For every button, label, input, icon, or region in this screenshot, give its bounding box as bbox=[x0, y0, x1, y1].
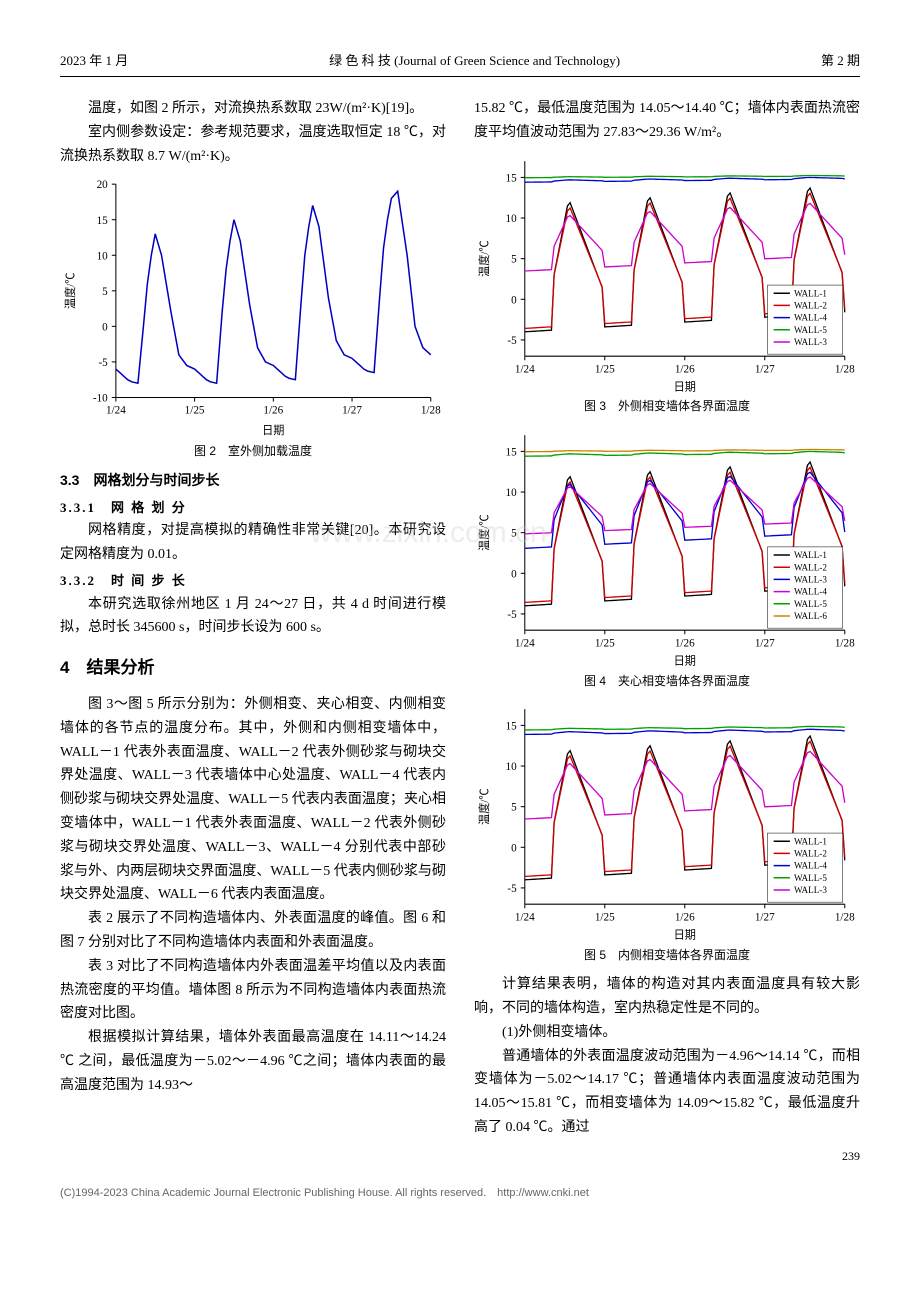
svg-text:WALL-1: WALL-1 bbox=[794, 836, 827, 846]
svg-text:WALL-3: WALL-3 bbox=[794, 885, 827, 895]
svg-text:10: 10 bbox=[97, 251, 109, 263]
svg-text:1/28: 1/28 bbox=[835, 637, 855, 649]
svg-text:温度/℃: 温度/℃ bbox=[477, 788, 491, 825]
para-results-3: 表 3 对比了不同构造墙体内外表面温差平均值以及内表面热流密度的平均值。墙体图 … bbox=[60, 955, 446, 1026]
svg-text:日期: 日期 bbox=[262, 425, 284, 438]
svg-text:20: 20 bbox=[97, 180, 109, 192]
header-date: 2023 年 1 月 bbox=[60, 50, 128, 72]
svg-text:5: 5 bbox=[511, 253, 517, 265]
svg-text:10: 10 bbox=[506, 761, 518, 773]
svg-text:1/24: 1/24 bbox=[515, 637, 535, 649]
svg-text:日期: 日期 bbox=[674, 380, 696, 393]
svg-text:1/26: 1/26 bbox=[675, 911, 695, 923]
svg-text:1/26: 1/26 bbox=[263, 405, 283, 417]
svg-text:WALL-3: WALL-3 bbox=[794, 574, 827, 584]
svg-text:温度/℃: 温度/℃ bbox=[63, 273, 77, 310]
svg-text:15: 15 bbox=[97, 215, 109, 227]
svg-text:15: 15 bbox=[506, 446, 518, 458]
figure-2-caption: 图 2 室外侧加载温度 bbox=[60, 441, 446, 461]
svg-text:0: 0 bbox=[511, 568, 517, 580]
svg-text:1/26: 1/26 bbox=[675, 637, 695, 649]
header-journal: 绿 色 科 技 (Journal of Green Science and Te… bbox=[329, 50, 620, 72]
para-indoor-setting: 室内侧参数设定：参考规范要求，温度选取恒定 18 ℃，对流换热系数取 8.7 W… bbox=[60, 121, 446, 169]
para-results-1: 图 3～图 5 所示分别为：外侧相变、夹心相变、内侧相变墙体的各节点的温度分布。… bbox=[60, 693, 446, 907]
svg-text:15: 15 bbox=[506, 172, 518, 184]
svg-text:10: 10 bbox=[506, 213, 518, 225]
svg-text:1/25: 1/25 bbox=[595, 637, 615, 649]
right-column: 15.82 ℃，最低温度范围为 14.05～14.40 ℃；墙体内表面热流密度平… bbox=[474, 97, 860, 1140]
left-column: 温度，如图 2 所示，对流换热系数取 23W/(m²·K)[19]。 室内侧参数… bbox=[60, 97, 446, 1140]
svg-text:1/24: 1/24 bbox=[515, 911, 535, 923]
section-3-3: 3.3 网格划分与时间步长 bbox=[60, 469, 446, 493]
page-number: 239 bbox=[60, 1146, 860, 1166]
svg-text:WALL-2: WALL-2 bbox=[794, 562, 827, 572]
svg-text:日期: 日期 bbox=[674, 655, 696, 668]
header-issue: 第 2 期 bbox=[821, 50, 860, 72]
figure-2-chart: 1/24 1/25 1/26 1/27 1/28 -10 -5 0 5 10 15 20 日期 温度/℃ bbox=[60, 174, 446, 438]
figure-5-chart: 1/24 1/25 1/26 1/27 1/28 -5 0 5 10 15 日期 温度/℃ WALL-1… bbox=[474, 699, 860, 943]
section-3-3-2: 3.3.2 时 间 步 长 bbox=[60, 570, 446, 592]
figure-3-chart: 1/24 1/25 1/26 1/27 1/28 -5 0 5 10 15 日期 温度/℃ WALL-1… bbox=[474, 151, 860, 395]
figure-3-caption: 图 3 外侧相变墙体各界面温度 bbox=[474, 396, 860, 416]
svg-text:0: 0 bbox=[511, 842, 517, 854]
para-results-4: 根据模拟计算结果，墙体外表面最高温度在 14.11～14.24 ℃ 之间，最低温… bbox=[60, 1026, 446, 1097]
svg-text:WALL-5: WALL-5 bbox=[794, 873, 827, 883]
svg-text:WALL-2: WALL-2 bbox=[794, 848, 827, 858]
svg-text:1/25: 1/25 bbox=[595, 911, 615, 923]
svg-text:日期: 日期 bbox=[674, 929, 696, 942]
svg-text:-5: -5 bbox=[507, 609, 517, 621]
svg-text:WALL-2: WALL-2 bbox=[794, 300, 827, 310]
svg-text:WALL-5: WALL-5 bbox=[794, 325, 827, 335]
svg-text:1/28: 1/28 bbox=[835, 363, 855, 375]
svg-text:1/27: 1/27 bbox=[755, 637, 775, 649]
svg-text:5: 5 bbox=[102, 286, 108, 298]
svg-text:0: 0 bbox=[511, 294, 517, 306]
figure-4-chart: 1/24 1/25 1/26 1/27 1/28 -5 0 5 10 15 日期 温度/℃ WALL-1… bbox=[474, 425, 860, 669]
section-3-3-1: 3.3.1 网 格 划 分 bbox=[60, 497, 446, 519]
svg-text:1/25: 1/25 bbox=[185, 405, 205, 417]
para-right-4: 普通墙体的外表面温度波动范围为－4.96～14.14 ℃，而相变墙体为－5.02… bbox=[474, 1045, 860, 1140]
svg-text:1/27: 1/27 bbox=[755, 363, 775, 375]
svg-text:15: 15 bbox=[506, 721, 518, 733]
para-timestep: 本研究选取徐州地区 1 月 24～27 日，共 4 d 时间进行模拟，总时长 3… bbox=[60, 593, 446, 641]
svg-text:1/24: 1/24 bbox=[106, 405, 126, 417]
svg-text:WALL-4: WALL-4 bbox=[794, 861, 827, 871]
svg-text:1/27: 1/27 bbox=[342, 405, 362, 417]
svg-text:WALL-5: WALL-5 bbox=[794, 599, 827, 609]
para-temp-setting: 温度，如图 2 所示，对流换热系数取 23W/(m²·K)[19]。 bbox=[60, 97, 446, 121]
svg-text:WALL-4: WALL-4 bbox=[794, 586, 827, 596]
para-right-1: 15.82 ℃，最低温度范围为 14.05～14.40 ℃；墙体内表面热流密度平… bbox=[474, 97, 860, 145]
svg-text:1/28: 1/28 bbox=[835, 911, 855, 923]
svg-text:-5: -5 bbox=[507, 335, 517, 347]
svg-text:WALL-1: WALL-1 bbox=[794, 288, 827, 298]
footer-copyright: (C)1994-2023 China Academic Journal Elec… bbox=[60, 1184, 860, 1203]
svg-text:-5: -5 bbox=[507, 883, 517, 895]
page-header: 2023 年 1 月 绿 色 科 技 (Journal of Green Sci… bbox=[60, 50, 860, 77]
svg-text:1/26: 1/26 bbox=[675, 363, 695, 375]
svg-text:5: 5 bbox=[511, 802, 517, 814]
section-4: 4 结果分析 bbox=[60, 654, 446, 683]
svg-text:WALL-3: WALL-3 bbox=[794, 337, 827, 347]
svg-text:5: 5 bbox=[511, 528, 517, 540]
svg-text:温度/℃: 温度/℃ bbox=[477, 240, 491, 277]
svg-text:1/28: 1/28 bbox=[421, 405, 441, 417]
svg-text:WALL-4: WALL-4 bbox=[794, 312, 827, 322]
figure-5-caption: 图 5 内侧相变墙体各界面温度 bbox=[474, 945, 860, 965]
svg-text:1/24: 1/24 bbox=[515, 363, 535, 375]
svg-text:温度/℃: 温度/℃ bbox=[477, 514, 491, 551]
svg-text:WALL-1: WALL-1 bbox=[794, 550, 827, 560]
para-mesh: 网格精度，对提高模拟的精确性非常关键[20]。本研究设定网格精度为 0.01。 bbox=[60, 519, 446, 567]
svg-text:1/25: 1/25 bbox=[595, 363, 615, 375]
para-right-3: (1)外侧相变墙体。 bbox=[474, 1021, 860, 1045]
svg-text:WALL-6: WALL-6 bbox=[794, 611, 827, 621]
figure-4-caption: 图 4 夹心相变墙体各界面温度 bbox=[474, 671, 860, 691]
svg-text:1/27: 1/27 bbox=[755, 911, 775, 923]
svg-text:0: 0 bbox=[102, 322, 108, 334]
para-results-2: 表 2 展示了不同构造墙体内、外表面温度的峰值。图 6 和图 7 分别对比了不同… bbox=[60, 907, 446, 955]
svg-text:-10: -10 bbox=[93, 393, 108, 405]
svg-text:-5: -5 bbox=[98, 357, 108, 369]
para-right-2: 计算结果表明，墙体的构造对其内表面温度具有较大影响，不同的墙体构造，室内热稳定性… bbox=[474, 973, 860, 1021]
svg-text:10: 10 bbox=[506, 487, 518, 499]
